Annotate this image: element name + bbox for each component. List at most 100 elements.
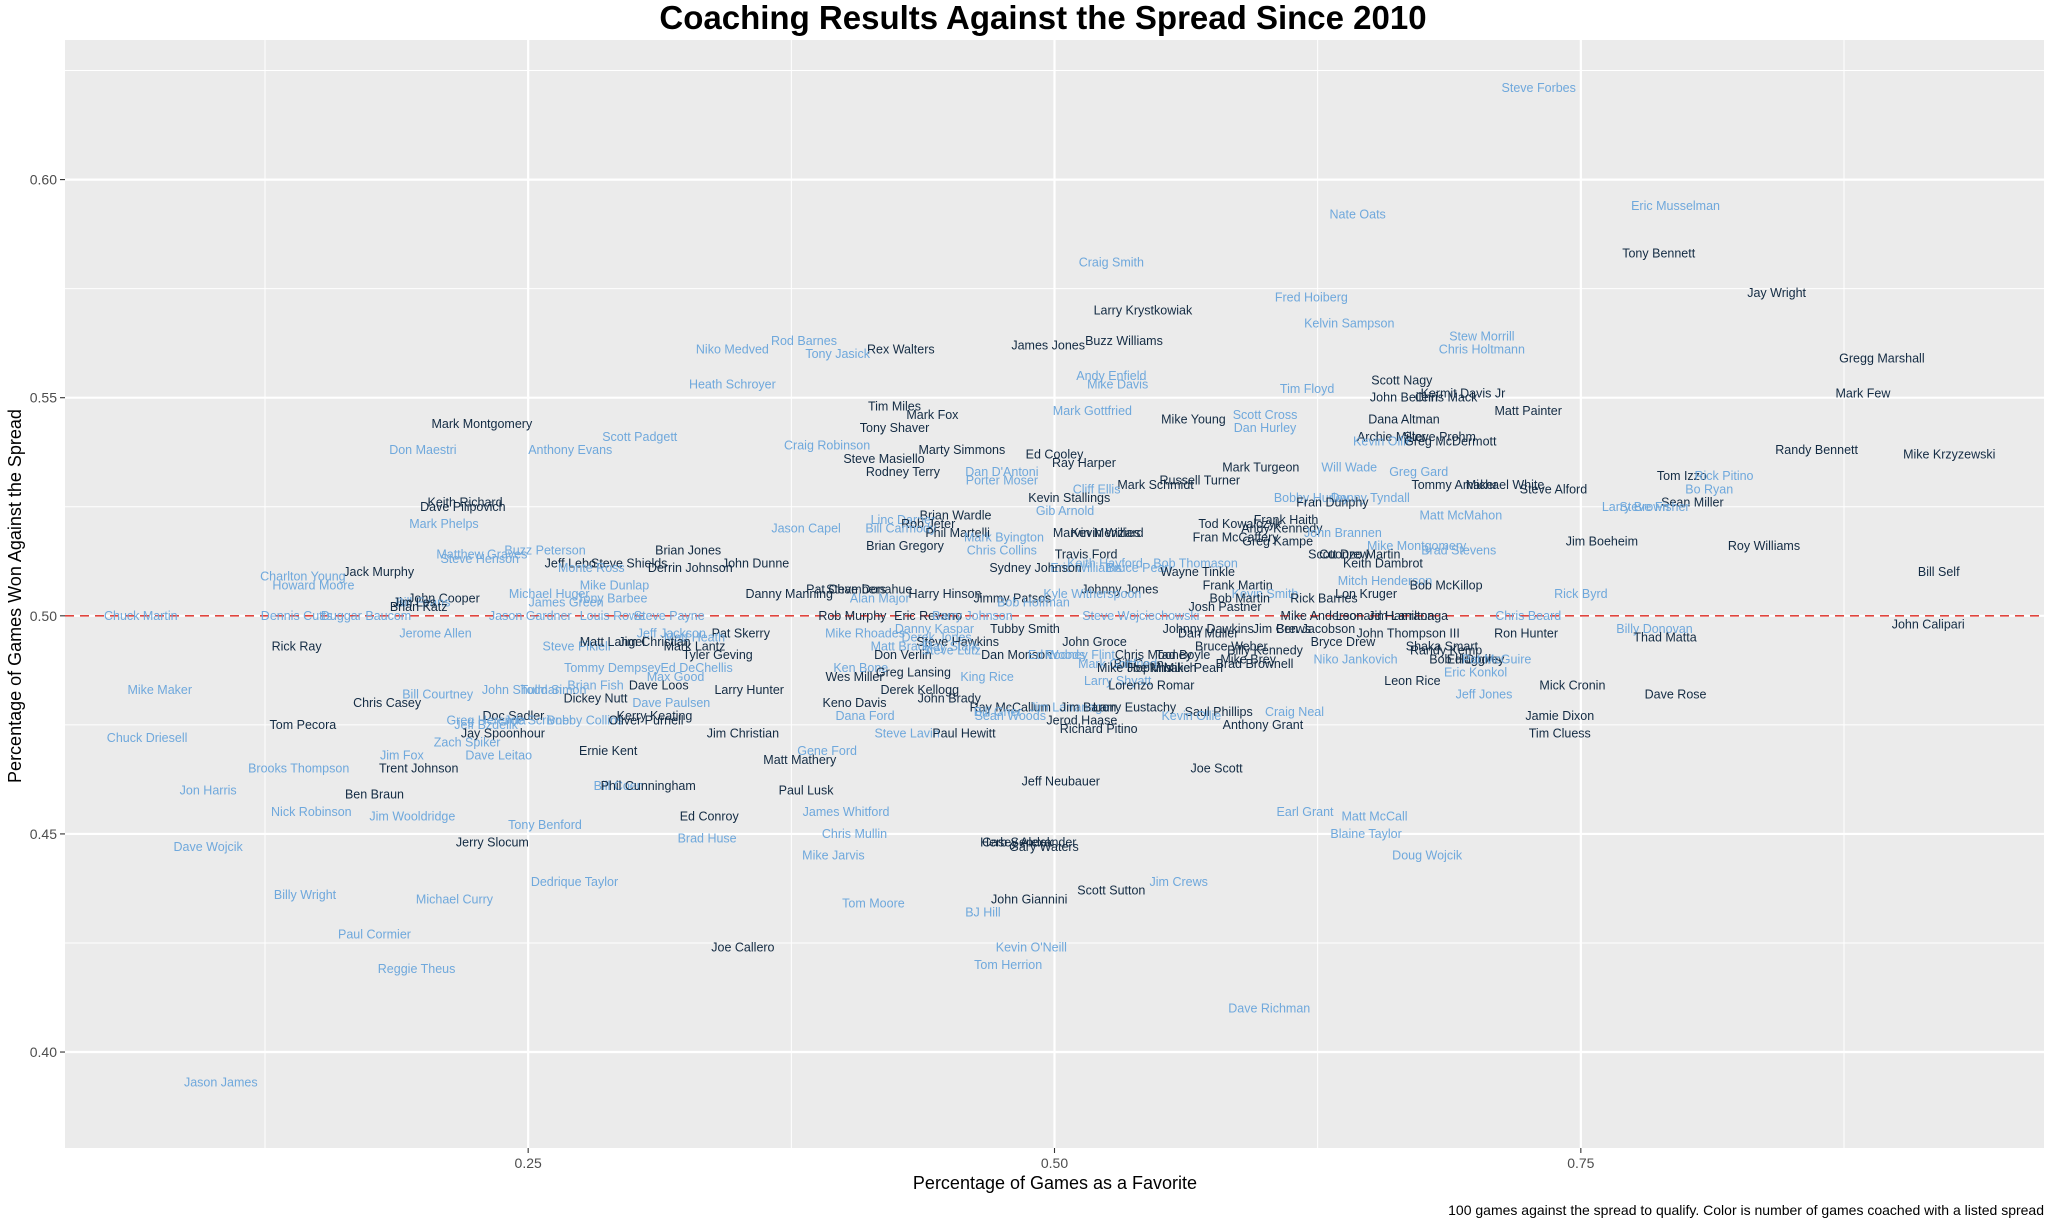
point-label: Larry Brown (1602, 500, 1669, 514)
point-label: Wes Miller (825, 670, 883, 684)
point-label: Mike Davis (1087, 378, 1148, 392)
point-label: Jim Crews (1253, 622, 1311, 636)
point-label: Heath Schroyer (689, 378, 776, 392)
x-axis-title: Percentage of Games as a Favorite (913, 1173, 1197, 1193)
point-label: Louis Rowe (580, 609, 645, 623)
point-label: Eric Musselman (1631, 199, 1720, 213)
point-label: Bob Hoffman (997, 596, 1070, 610)
point-label: Jim Christian (618, 635, 690, 649)
point-label: Dickey Nutt (564, 692, 628, 706)
point-label: Bruce Pearl (1106, 561, 1171, 575)
point-label: Brian Fish (567, 679, 623, 693)
point-label: Steve Wojciechowski (1082, 609, 1199, 623)
point-label: Jimmy Patsos (973, 591, 1051, 605)
point-label: Travis Ford (1055, 548, 1118, 562)
point-label: Reggie Theus (378, 962, 456, 976)
point-label: Mitch Henderson (1338, 574, 1433, 588)
point-label: Cuonzo Martin (1319, 548, 1400, 562)
point-label: Matt Heath (664, 631, 725, 645)
point-label: Tyler Geving (683, 648, 753, 662)
point-label: Jim Les (393, 596, 436, 610)
point-label: Joe Scott (1191, 761, 1244, 775)
point-label: Chris Mullin (822, 827, 887, 841)
point-label: Scott Padgett (602, 430, 678, 444)
point-label: Rick Ray (272, 639, 323, 653)
point-label: Danny Kaspar (895, 622, 974, 636)
point-label: Ray Harper (1052, 456, 1116, 470)
point-label: Mark Fox (906, 408, 959, 422)
point-label: Gib Arnold (1036, 504, 1094, 518)
point-label: Dedrique Taylor (531, 875, 618, 889)
point-label: John Brannen (1304, 526, 1382, 540)
point-label: Mike Maker (127, 683, 192, 697)
point-label: Greg Kampe (1242, 535, 1313, 549)
point-label: Matt McCall (1342, 809, 1408, 823)
point-label: Ed Dooley (1447, 652, 1505, 666)
point-label: Josh Pastner (1189, 600, 1262, 614)
point-label: Barry Johnson (932, 609, 1013, 623)
point-label: Mark Turgeon (1222, 460, 1299, 474)
point-label: Roy Williams (1728, 539, 1800, 553)
point-label: Rodney Flint (1045, 648, 1116, 662)
x-axis-ticks: 0.25 0.50 0.75 (515, 1148, 1595, 1171)
point-label: Duggar Baucom (321, 609, 411, 623)
point-label: Tad Boyle (1155, 648, 1210, 662)
point-label: Derek Kellogg (881, 683, 960, 697)
point-label: Mick Cronin (1539, 679, 1605, 693)
point-label: Kevin Willard (1071, 526, 1144, 540)
chart-caption: 100 games against the spread to qualify.… (1448, 1202, 2044, 1218)
point-label: John Shulman (482, 683, 562, 697)
point-label: Mark Few (1836, 386, 1892, 400)
point-label: Max Good (647, 670, 705, 684)
point-label: Michael Curry (416, 892, 494, 906)
point-label: Tony Benford (508, 818, 582, 832)
point-label: Dan Hurley (1234, 421, 1297, 435)
point-label: Dave Leitao (465, 748, 532, 762)
point-label: Dave Loos (629, 679, 689, 693)
point-label: Don Verlin (874, 648, 932, 662)
point-label: Buzz Williams (1085, 334, 1163, 348)
point-label: King Rice (960, 670, 1014, 684)
point-label: Dave Wojcik (174, 840, 244, 854)
point-label: Russell Turner (1159, 474, 1240, 488)
point-label: Brian Katz (390, 600, 448, 614)
point-label: Mark Byington (964, 530, 1044, 544)
point-label: Gregg Marshall (1839, 351, 1924, 365)
point-label: Brian Gregory (866, 539, 945, 553)
point-label: Alan Major (850, 591, 910, 605)
x-tick-label: 0.75 (1567, 1155, 1594, 1171)
point-label: Ben Braun (345, 788, 404, 802)
point-label: Steve Forbes (1502, 81, 1576, 95)
point-label: Bobby Hurley (1274, 491, 1350, 505)
y-tick-label: 0.55 (30, 390, 57, 406)
point-label: Jason Gardner (489, 609, 572, 623)
point-label: Kermit Davis Jr (1421, 386, 1506, 400)
point-label: Mark Lantz (664, 639, 726, 653)
point-label: Scott Cross (1233, 408, 1298, 422)
point-label: Bob Huggins (1429, 652, 1501, 666)
point-label: Dan Muller (1178, 626, 1238, 640)
point-label: Chris Holtmann (1439, 343, 1525, 357)
point-label: Tom Izzo (1657, 469, 1707, 483)
point-label: Mark Phelps (409, 517, 478, 531)
point-label: Bryce Drew (1311, 635, 1377, 649)
point-label: Jeff Bzdelik (454, 718, 518, 732)
point-label: Frank Martin (1203, 578, 1273, 592)
point-label: Shaka Smart (1406, 639, 1479, 653)
point-label: Jerry Slocum (456, 836, 529, 850)
point-label: John Giannini (991, 892, 1067, 906)
point-label: Dan Monson (981, 648, 1052, 662)
point-label: Tom Pecora (270, 718, 337, 732)
point-label: Richard Pitino (1060, 722, 1138, 736)
point-label: Bruce Weber (1195, 639, 1268, 653)
point-label: Jay Wright (1747, 286, 1806, 300)
point-label: Mike Dunlap (580, 578, 650, 592)
point-label: Linc Darner (871, 513, 936, 527)
point-label: Bobby Collins (547, 714, 623, 728)
point-label: Kevin Ollie (1353, 434, 1413, 448)
point-label: Danny Manning (745, 587, 833, 601)
point-label: Pat Chambers (806, 583, 886, 597)
point-label: Chuck Martin (104, 609, 178, 623)
point-label: Derek Jones (902, 631, 972, 645)
y-axis-ticks: 0.40 0.45 0.50 0.55 0.60 (30, 172, 65, 1060)
